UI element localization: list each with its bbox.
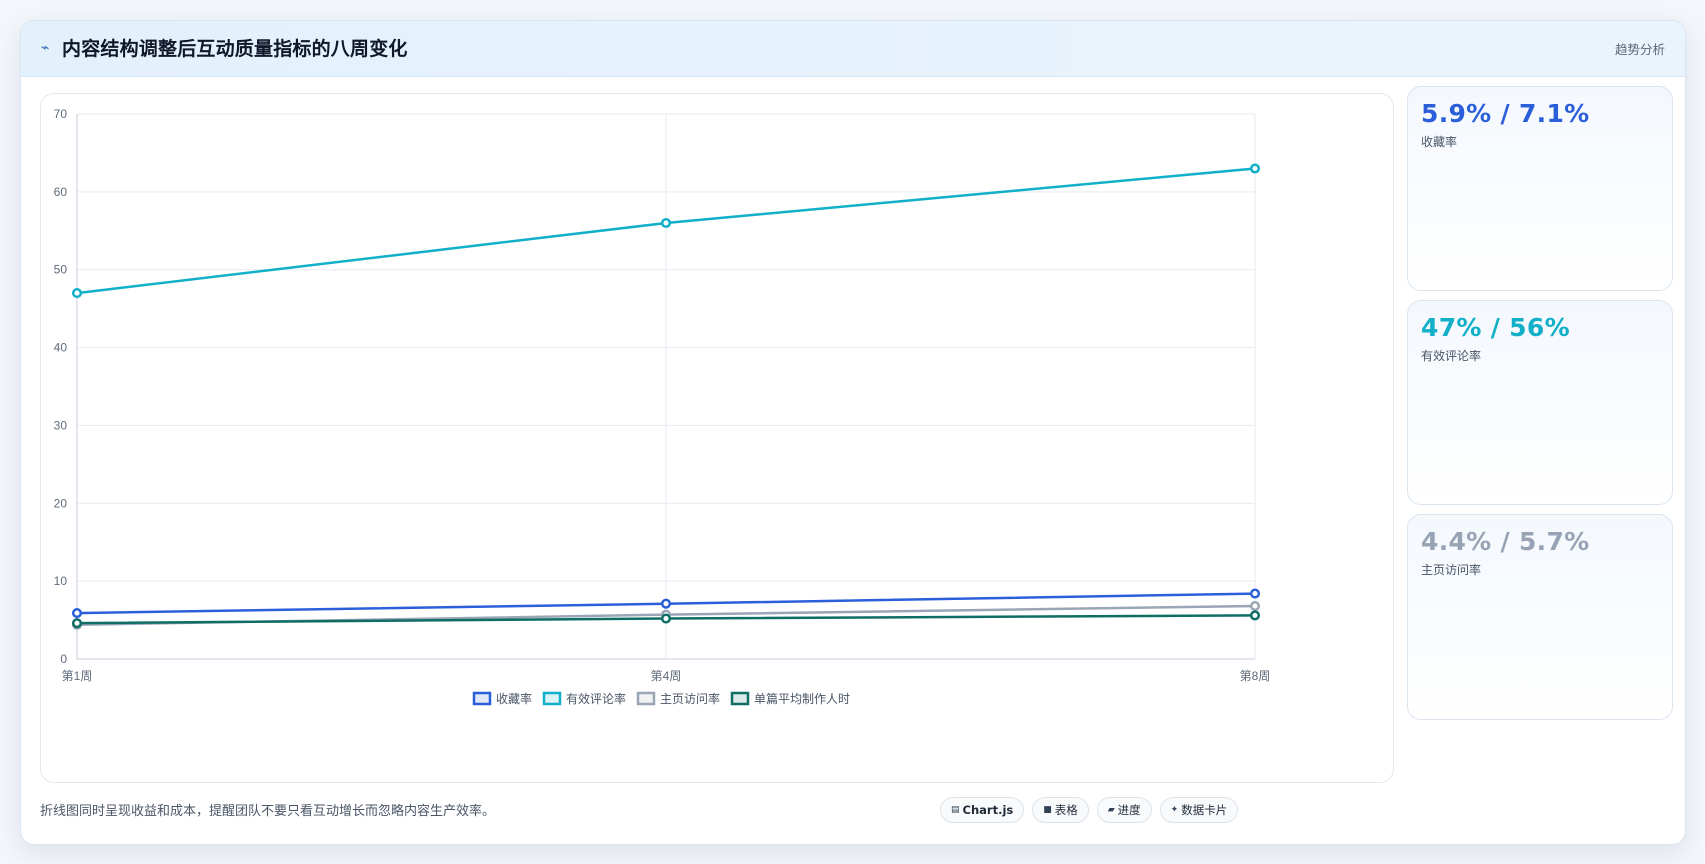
y-tick-label: 60	[54, 185, 68, 199]
data-point	[71, 608, 83, 619]
trend-line-icon: ⌁	[41, 40, 50, 56]
y-tick-label: 50	[54, 263, 68, 277]
legend-label: 有效评论率	[566, 691, 626, 706]
metric-value: 47% / 56%	[1421, 313, 1570, 342]
metric-value: 4.4% / 5.7%	[1421, 527, 1590, 556]
x-tick-label: 第8周	[1240, 669, 1271, 683]
legend-swatch	[472, 691, 492, 706]
chip-table[interactable]: ■ 表格	[1032, 797, 1089, 823]
table-icon: ■	[1043, 805, 1052, 815]
chip-data-card[interactable]: ✦ 数据卡片	[1159, 797, 1239, 823]
data-point	[71, 618, 83, 629]
line-chart-panel: 0 10 20 30 40 50 60 70 第1周 第4周 第8周收藏率 有效评论率 主页访问率 单篇平…	[40, 93, 1394, 783]
metric-card-comments: 47% / 56% 有效评论率	[1407, 300, 1673, 505]
legend-swatch	[636, 691, 656, 706]
data-point	[1249, 163, 1261, 174]
chip-label: 数据卡片	[1181, 803, 1228, 817]
data-card-icon: ✦	[1170, 805, 1179, 815]
chart-icon: ▤	[951, 805, 960, 815]
data-point	[71, 288, 83, 299]
data-point	[660, 613, 672, 624]
x-tick-label: 第4周	[651, 669, 682, 683]
chip-progress[interactable]: ▰ 进度	[1096, 797, 1152, 823]
chart-card: ⌁ 内容结构调整后互动质量指标的八周变化 趋势分析 0 10 20 30 40 50 60 7…	[20, 20, 1686, 845]
metric-card-profile-visits: 4.4% / 5.7% 主页访问率	[1407, 514, 1673, 720]
metric-card-favorites: 5.9% / 7.1% 收藏率	[1407, 86, 1673, 291]
chip-label: 表格	[1054, 803, 1078, 817]
chip-chartjs[interactable]: ▤ Chart.js	[940, 797, 1025, 823]
metric-value: 5.9% / 7.1%	[1421, 99, 1590, 128]
y-tick-label: 20	[54, 496, 68, 510]
chip-label: Chart.js	[962, 803, 1014, 817]
y-tick-label: 70	[54, 107, 68, 121]
x-tick-label: 第1周	[62, 669, 93, 683]
legend-label: 主页访问率	[660, 691, 720, 706]
legend-swatch	[542, 691, 562, 706]
card-title: 内容结构调整后互动质量指标的八周变化	[62, 38, 408, 60]
chip-label: 进度	[1117, 803, 1141, 817]
y-tick-label: 30	[54, 418, 68, 432]
legend-swatch	[730, 691, 750, 706]
library-chips: ▤ Chart.js ■ 表格 ▰ 进度 ✦ 数据卡片	[940, 797, 1239, 823]
data-point	[1249, 601, 1261, 612]
metric-label: 主页访问率	[1421, 563, 1482, 577]
card-header: ⌁ 内容结构调整后互动质量指标的八周变化 趋势分析	[21, 21, 1685, 77]
data-point	[660, 598, 672, 609]
data-point	[660, 217, 672, 229]
data-point	[1249, 610, 1261, 621]
legend-label: 单篇平均制作人时	[754, 691, 850, 706]
y-tick-label: 10	[54, 574, 68, 588]
data-point	[1249, 588, 1261, 599]
metric-label: 有效评论率	[1421, 349, 1482, 363]
metric-label: 收藏率	[1421, 135, 1458, 149]
trend-analysis-tag[interactable]: 趋势分析	[1614, 42, 1665, 57]
y-tick-label: 0	[60, 652, 67, 666]
legend-label: 收藏率	[496, 691, 532, 706]
progress-icon: ▰	[1107, 805, 1115, 815]
y-tick-label: 40	[54, 341, 68, 355]
footnote: 折线图同时呈现收益和成本，提醒团队不要只看互动增长而忽略内容生产效率。	[40, 804, 496, 819]
